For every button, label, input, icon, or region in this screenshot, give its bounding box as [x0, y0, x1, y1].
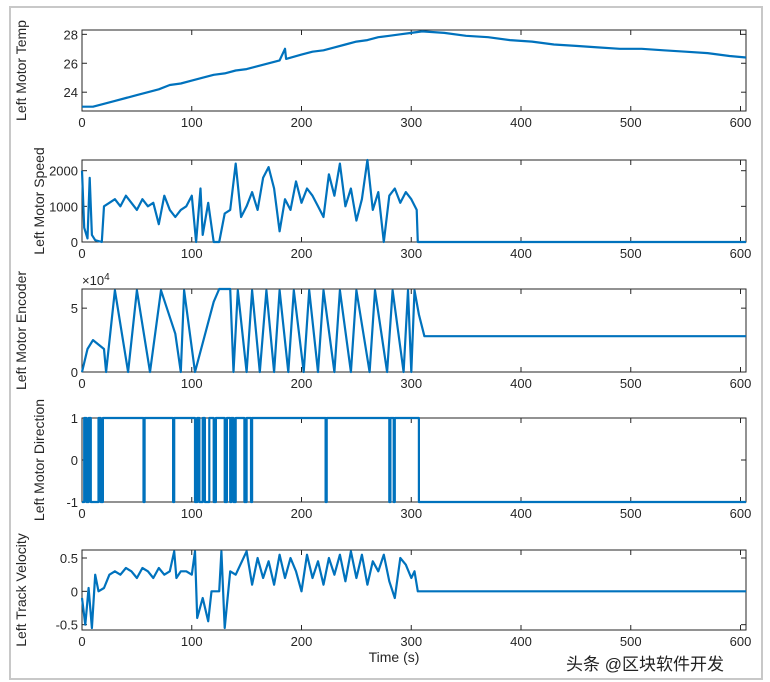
x-tick-label: 100 [181, 115, 203, 130]
x-tick-label: 100 [181, 506, 203, 521]
series-line [80, 287, 746, 374]
x-tick-label: 300 [400, 115, 422, 130]
y-tick-label: 24 [64, 85, 78, 100]
x-tick-label: 500 [620, 634, 642, 649]
x-tick-label: 300 [400, 376, 422, 391]
y-tick-label: 2000 [49, 164, 78, 179]
x-tick-label: 500 [620, 376, 642, 391]
axes-box [81, 417, 747, 503]
y-tick-label: 0 [71, 365, 78, 380]
y-tick-label: 0.5 [60, 551, 78, 566]
x-tick-label: 200 [291, 634, 313, 649]
x-tick-label: 500 [620, 246, 642, 261]
x-tick-label: 400 [510, 506, 532, 521]
y-axis-label: Left Motor Encoder [13, 271, 29, 390]
x-tick-label: 600 [730, 376, 752, 391]
y-axis-label: Left Motor Temp [13, 20, 29, 121]
x-tick-label: 200 [291, 115, 313, 130]
x-tick-label: 300 [400, 246, 422, 261]
x-tick-label: 0 [78, 634, 85, 649]
series-line [82, 416, 746, 504]
x-tick-label: 600 [730, 115, 752, 130]
x-tick-label: 500 [620, 506, 642, 521]
y-tick-label: 1 [71, 411, 78, 426]
series-line [80, 550, 746, 630]
axes-box [81, 159, 747, 243]
x-tick-label: 300 [400, 634, 422, 649]
x-tick-label: 400 [510, 246, 532, 261]
x-tick-label: 100 [181, 634, 203, 649]
x-tick-label: 200 [291, 246, 313, 261]
x-tick-label: 600 [730, 506, 752, 521]
axes-box [81, 549, 747, 631]
y-axis-label: Left Motor Direction [31, 399, 47, 521]
x-tick-label: 600 [730, 634, 752, 649]
y-tick-label: 26 [64, 56, 78, 71]
y-tick-label: 28 [64, 27, 78, 42]
y-tick-label: -1 [66, 495, 78, 510]
x-tick-label: 0 [78, 506, 85, 521]
x-tick-label: 400 [510, 115, 532, 130]
x-tick-label: 200 [291, 376, 313, 391]
y-axis-label: Left Track Velocity [13, 533, 29, 647]
x-tick-label: 400 [510, 634, 532, 649]
series-line [82, 30, 747, 108]
y-tick-label: 0 [71, 453, 78, 468]
y-tick-label: 5 [71, 301, 78, 316]
x-tick-label: 0 [78, 376, 85, 391]
series-line [80, 158, 746, 244]
x-tick-label: 300 [400, 506, 422, 521]
x-tick-label: 0 [78, 115, 85, 130]
x-tick-label: 200 [291, 506, 313, 521]
y-tick-label: 0 [71, 584, 78, 599]
y-axis-label: Left Motor Speed [31, 147, 47, 254]
y-tick-label: -0.5 [56, 618, 78, 633]
x-tick-label: 400 [510, 376, 532, 391]
x-tick-label: 600 [730, 246, 752, 261]
y-tick-label: 1000 [49, 199, 78, 214]
subplot-1: 0 100 200 300 400 500 600 24 26 28 Left Motor Temp [13, 20, 751, 130]
y-tick-label: 0 [71, 235, 78, 250]
subplot-3: 0 100 200 300 400 500 600 0 5 Left Motor Encoder ×… [13, 271, 751, 391]
watermark: 头条 @区块软件开发 [566, 655, 724, 674]
axes-box [81, 29, 747, 112]
x-axis-label: Time (s) [369, 649, 420, 665]
x-tick-label: 0 [78, 246, 85, 261]
x-tick-label: 100 [181, 376, 203, 391]
x-tick-label: 100 [181, 246, 203, 261]
exponent-label: ×104 [82, 272, 110, 288]
x-tick-label: 500 [620, 115, 642, 130]
